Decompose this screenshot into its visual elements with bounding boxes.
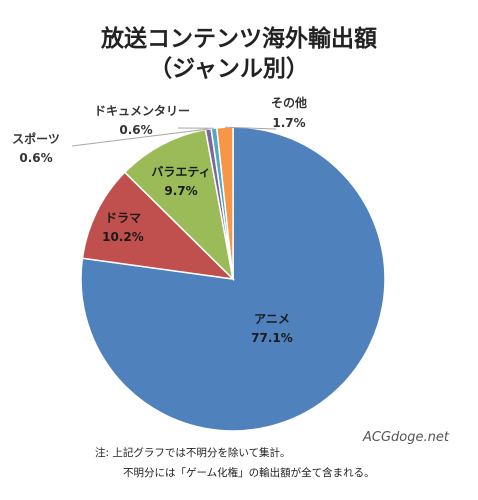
slice-label-documentary: ドキュメンタリー xyxy=(94,104,190,118)
pie-slice-drama xyxy=(81,171,236,281)
footnote-2: 不明分には「ゲーム化権」の輸出額が全て含まれる。 xyxy=(123,466,375,479)
leader-line-other xyxy=(224,126,277,130)
slice-value-drama: 10.2% xyxy=(102,230,144,244)
slice-value-variety: 9.7% xyxy=(164,184,197,198)
pie-slice-anime xyxy=(80,126,386,432)
slice-label-drama: ドラマ xyxy=(105,211,141,225)
watermark: ACGdoge.net xyxy=(362,430,450,445)
pie-slices xyxy=(80,126,386,432)
chart-subtitle: （ジャンル別） xyxy=(149,55,309,82)
slice-value-anime: 77.1% xyxy=(251,331,293,345)
chart-title: 放送コンテンツ海外輸出額 xyxy=(100,25,377,52)
leader-line-sports xyxy=(71,128,209,147)
slice-label-anime: アニメ xyxy=(254,312,290,326)
slice-label-other: その他 xyxy=(271,95,307,110)
slice-label-sports: スポーツ xyxy=(12,131,60,146)
leader-lines xyxy=(71,126,277,147)
footnote-1: 注: 上記グラフでは不明分を除いて集計。 xyxy=(95,446,291,459)
slice-label-variety: バラエティ xyxy=(151,165,210,179)
slice-value-other: 1.7% xyxy=(272,116,305,130)
slice-value-documentary: 0.6% xyxy=(119,123,152,137)
slice-value-sports: 0.6% xyxy=(19,151,52,165)
